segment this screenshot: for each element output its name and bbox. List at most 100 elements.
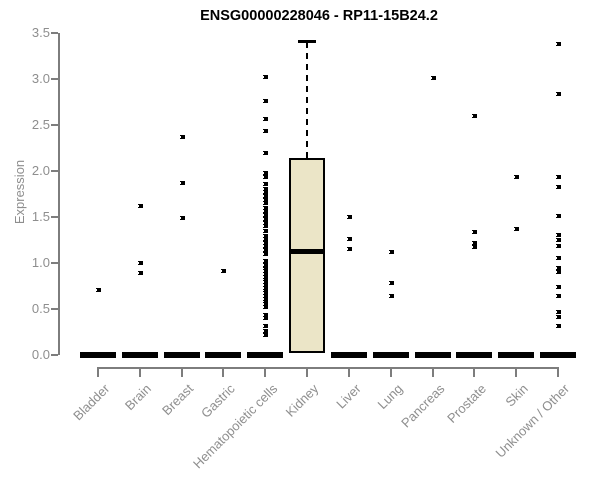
y-tick-label: 1.0 <box>31 255 50 270</box>
boxplot-collapsed-median <box>498 352 535 358</box>
y-tick-label: 0.0 <box>31 347 50 362</box>
x-axis-tick <box>473 368 476 377</box>
boxplot-point <box>263 117 269 122</box>
boxplot-point <box>346 215 352 219</box>
y-tick-label: 2.5 <box>31 117 50 132</box>
y-axis-label: Expression <box>12 159 27 225</box>
boxplot-point <box>472 240 478 245</box>
boxplot-point <box>263 234 269 239</box>
boxplot-point <box>179 180 185 185</box>
boxplot-point <box>555 315 561 320</box>
boxplot-point <box>263 193 269 198</box>
y-axis-line <box>58 33 60 355</box>
boxplot-whisker-cap <box>298 40 317 44</box>
boxplot-point <box>263 244 269 249</box>
x-axis-tick <box>180 368 183 377</box>
boxplot-point <box>263 220 269 225</box>
x-axis-tick <box>347 368 350 377</box>
boxplot-point <box>514 174 520 179</box>
y-tick-label: 2.0 <box>31 163 50 178</box>
y-axis-tick <box>51 262 58 264</box>
boxplot-point <box>514 226 520 231</box>
boxplot-point <box>263 175 269 180</box>
x-axis-tick <box>515 368 518 377</box>
boxplot-point <box>137 271 143 276</box>
boxplot-point <box>555 324 561 329</box>
boxplot-point <box>555 42 561 47</box>
x-tick-label: Gastric <box>198 381 239 421</box>
boxplot-point <box>263 216 269 221</box>
boxplot-box <box>289 158 326 354</box>
boxplot-point <box>263 75 269 80</box>
boxplot-point <box>555 243 561 248</box>
boxplot-point <box>388 294 394 299</box>
x-tick-label: Bladder <box>70 381 113 424</box>
y-axis-tick <box>51 78 58 80</box>
boxplot-point <box>263 280 269 285</box>
boxplot-point <box>263 329 269 334</box>
chart-title: ENSG00000228046 - RP11-15B24.2 <box>200 8 438 24</box>
boxplot-point <box>263 274 269 279</box>
boxplot-point <box>179 215 185 220</box>
boxplot-point <box>263 262 269 267</box>
boxplot-point <box>263 228 269 233</box>
x-tick-label: Unknown / Other <box>493 381 573 461</box>
x-axis-tick <box>431 368 434 377</box>
boxplot-point <box>555 270 561 275</box>
boxplot-point <box>472 245 478 250</box>
x-tick-label: Kidney <box>282 381 322 420</box>
boxplot-point <box>263 99 269 104</box>
boxplot-point <box>555 294 561 299</box>
boxplot-point <box>221 269 227 274</box>
x-axis-tick <box>138 368 141 377</box>
x-axis-tick <box>389 368 392 377</box>
boxplot-collapsed-median <box>121 352 158 358</box>
boxplot-collapsed-median <box>456 352 493 358</box>
boxplot-point <box>263 285 269 290</box>
boxplot-point <box>263 150 269 155</box>
boxplot-point <box>555 238 561 242</box>
boxplot-collapsed-median <box>205 352 242 358</box>
boxplot-point <box>263 299 269 304</box>
boxplot-collapsed-median <box>80 352 116 358</box>
boxplot-point <box>263 324 269 329</box>
y-tick-label: 3.0 <box>31 71 50 86</box>
x-axis-tick <box>264 368 267 377</box>
boxplot-point <box>179 134 185 139</box>
y-axis-tick <box>51 124 58 126</box>
boxplot-point <box>555 256 561 261</box>
boxplot-point <box>263 272 269 277</box>
boxplot-point <box>263 237 269 242</box>
boxplot-point <box>137 261 143 265</box>
x-axis-tick <box>97 368 99 377</box>
boxplot-point <box>263 312 269 317</box>
boxplot-point <box>263 332 269 337</box>
x-axis-tick <box>306 368 309 377</box>
boxplot-point <box>555 233 561 238</box>
x-axis-tick <box>556 368 559 377</box>
boxplot-point <box>555 309 561 314</box>
x-axis-line <box>97 367 559 369</box>
x-tick-label: Prostate <box>444 381 489 426</box>
boxplot-point <box>263 302 269 307</box>
boxplot-point <box>263 305 269 310</box>
y-tick-label: 1.5 <box>31 209 50 224</box>
x-tick-label: Brain <box>122 381 155 414</box>
boxplot-point <box>263 269 269 274</box>
boxplot-point <box>388 281 394 286</box>
boxplot-point <box>96 287 101 292</box>
y-axis-tick <box>51 216 58 218</box>
boxplot-point <box>263 224 269 229</box>
boxplot-point <box>263 296 269 301</box>
boxplot-point <box>263 294 269 299</box>
boxplot-point <box>555 214 561 219</box>
boxplot-point <box>555 91 561 96</box>
boxplot-collapsed-median <box>539 352 576 358</box>
boxplot-point <box>263 291 269 296</box>
boxplot-point <box>137 203 143 208</box>
boxplot-point <box>263 205 269 210</box>
boxplot-point <box>555 284 561 289</box>
boxplot-point <box>263 209 269 214</box>
boxplot-point <box>263 277 269 282</box>
